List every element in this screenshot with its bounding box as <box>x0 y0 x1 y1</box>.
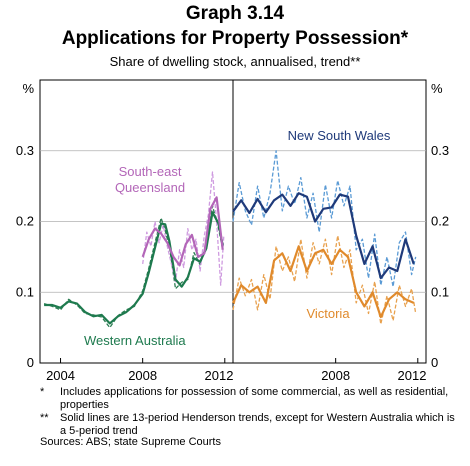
footnote-1: * Includes applications for possession o… <box>40 386 460 412</box>
annotation-victoria: Victoria <box>306 306 350 321</box>
y-tick-label-left: 0 <box>27 355 34 370</box>
footnote-2: ** Solid lines are 13-period Henderson t… <box>40 412 460 438</box>
footnote-1-mark: * <box>40 386 45 398</box>
y-tick-label-left: 0.3 <box>16 143 34 158</box>
annotation-south-east-queensland: South-east Queensland <box>115 164 185 195</box>
chart-title: Applications for Property Possession* <box>61 28 409 49</box>
footnote-1-text: Includes applications for possession of … <box>60 386 449 411</box>
y-tick-label-right: 0.3 <box>431 143 449 158</box>
series-line-new-south-wales <box>232 192 415 280</box>
x-tick-label: 2008 <box>321 368 350 383</box>
x-tick-label: 2008 <box>128 368 157 383</box>
series-line-victoria <box>232 245 415 319</box>
y-tick-label-left: 0.1 <box>16 284 34 299</box>
y-tick-label-right: 0.1 <box>431 284 449 299</box>
footnotes: * Includes applications for possession o… <box>40 386 460 438</box>
graph-number: Graph 3.14 <box>185 3 285 24</box>
annotation-western-australia: Western Australia <box>84 333 186 348</box>
annotation-new-south-wales: New South Wales <box>288 128 391 143</box>
y-tick-label-right: 0.2 <box>431 214 449 229</box>
y-tick-label-right: 0 <box>431 355 438 370</box>
series-line-western-australia-raw <box>43 205 224 329</box>
y-unit-right: % <box>431 81 443 96</box>
series-line-south-east-queensland <box>141 196 224 267</box>
series-line-victoria-raw <box>232 235 417 325</box>
footnote-2-text: Solid lines are 13-period Henderson tren… <box>60 412 455 437</box>
footnote-2-mark: ** <box>40 412 49 424</box>
y-unit-left: % <box>22 81 34 96</box>
x-tick-label: 2004 <box>46 368 75 383</box>
x-tick-label: 2012 <box>205 368 234 383</box>
chart-subtitle: Share of dwelling stock, annualised, tre… <box>109 54 361 69</box>
x-tick-label: 2012 <box>398 368 427 383</box>
y-tick-label-left: 0.2 <box>16 214 34 229</box>
series-line-new-south-wales-raw <box>232 150 417 288</box>
source-note: Sources: ABS; state Supreme Courts <box>40 436 221 448</box>
series-line-western-australia <box>44 211 224 325</box>
